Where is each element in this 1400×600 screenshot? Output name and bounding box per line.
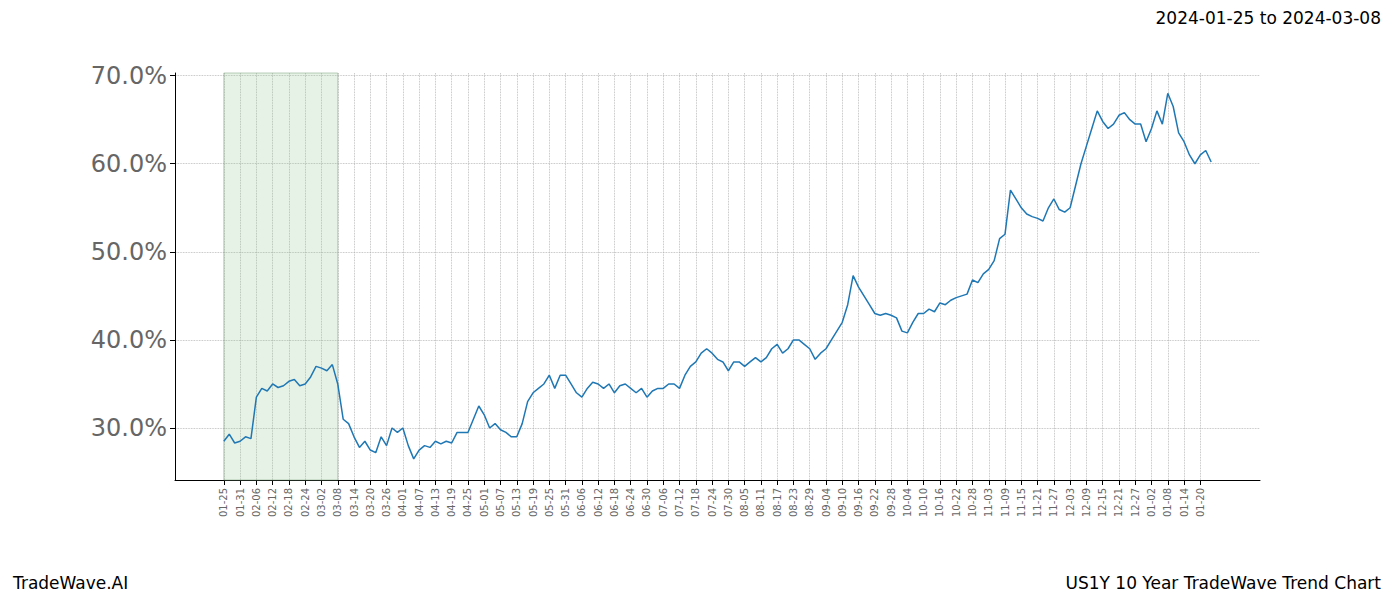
svg-text:05-13: 05-13 [511,488,522,517]
svg-text:02-24: 02-24 [300,488,311,517]
svg-text:06-30: 06-30 [641,488,652,517]
svg-text:09-22: 09-22 [869,488,880,517]
svg-text:01-31: 01-31 [235,488,246,517]
svg-text:04-19: 04-19 [446,488,457,517]
svg-text:05-19: 05-19 [528,488,539,517]
svg-text:12-09: 12-09 [1081,488,1092,517]
svg-text:10-16: 10-16 [934,488,945,517]
svg-text:03-20: 03-20 [365,488,376,517]
svg-text:08-17: 08-17 [772,488,783,517]
svg-text:02-18: 02-18 [283,488,294,517]
svg-text:05-07: 05-07 [495,488,506,517]
svg-text:01-20: 01-20 [1195,488,1206,517]
svg-text:03-08: 03-08 [332,488,343,517]
svg-text:70.0%: 70.0% [91,62,167,90]
svg-text:04-25: 04-25 [462,488,473,517]
svg-text:06-12: 06-12 [593,488,604,517]
svg-text:07-18: 07-18 [690,488,701,517]
svg-text:TradeWave.AI: TradeWave.AI [12,573,128,593]
svg-text:04-07: 04-07 [414,488,425,517]
svg-text:40.0%: 40.0% [91,326,167,354]
svg-text:02-12: 02-12 [267,488,278,517]
svg-text:08-29: 08-29 [804,488,815,517]
svg-text:11-15: 11-15 [1016,488,1027,517]
svg-text:07-30: 07-30 [723,488,734,517]
svg-text:09-10: 09-10 [837,488,848,517]
svg-text:11-27: 11-27 [1048,488,1059,517]
svg-text:04-13: 04-13 [430,488,441,517]
svg-text:03-14: 03-14 [349,488,360,517]
svg-text:12-21: 12-21 [1113,488,1124,517]
svg-text:10-22: 10-22 [951,488,962,517]
svg-text:10-10: 10-10 [918,488,929,517]
svg-text:30.0%: 30.0% [91,414,167,442]
svg-text:10-28: 10-28 [967,488,978,517]
svg-text:11-21: 11-21 [1032,488,1043,517]
svg-text:50.0%: 50.0% [91,238,167,266]
svg-text:US1Y 10 Year TradeWave Trend C: US1Y 10 Year TradeWave Trend Chart [1065,573,1381,593]
svg-text:01-14: 01-14 [1179,488,1190,517]
svg-text:11-09: 11-09 [1000,488,1011,517]
svg-text:2024-01-25 to 2024-03-08: 2024-01-25 to 2024-03-08 [1156,8,1381,28]
svg-text:08-11: 08-11 [755,488,766,517]
svg-text:07-06: 07-06 [658,488,669,517]
svg-text:03-02: 03-02 [316,488,327,517]
svg-text:06-18: 06-18 [609,488,620,517]
svg-text:06-24: 06-24 [625,488,636,517]
svg-text:11-03: 11-03 [983,488,994,517]
svg-text:01-25: 01-25 [218,488,229,517]
svg-text:01-02: 01-02 [1146,488,1157,517]
svg-text:04-01: 04-01 [397,488,408,517]
svg-text:09-04: 09-04 [821,488,832,517]
svg-text:12-15: 12-15 [1097,488,1108,517]
svg-text:03-26: 03-26 [381,488,392,517]
svg-text:60.0%: 60.0% [91,150,167,178]
svg-text:05-01: 05-01 [479,488,490,517]
svg-text:07-12: 07-12 [674,488,685,517]
svg-text:09-28: 09-28 [886,488,897,517]
svg-text:10-04: 10-04 [902,488,913,517]
svg-text:05-31: 05-31 [560,488,571,517]
svg-text:08-23: 08-23 [788,488,799,517]
svg-text:05-25: 05-25 [544,488,555,517]
svg-text:12-27: 12-27 [1130,488,1141,517]
svg-text:08-05: 08-05 [739,488,750,517]
svg-text:07-24: 07-24 [707,488,718,517]
svg-text:09-16: 09-16 [853,488,864,517]
svg-text:06-06: 06-06 [576,488,587,517]
svg-text:01-08: 01-08 [1162,488,1173,517]
svg-text:12-03: 12-03 [1065,488,1076,517]
svg-text:02-06: 02-06 [251,488,262,517]
